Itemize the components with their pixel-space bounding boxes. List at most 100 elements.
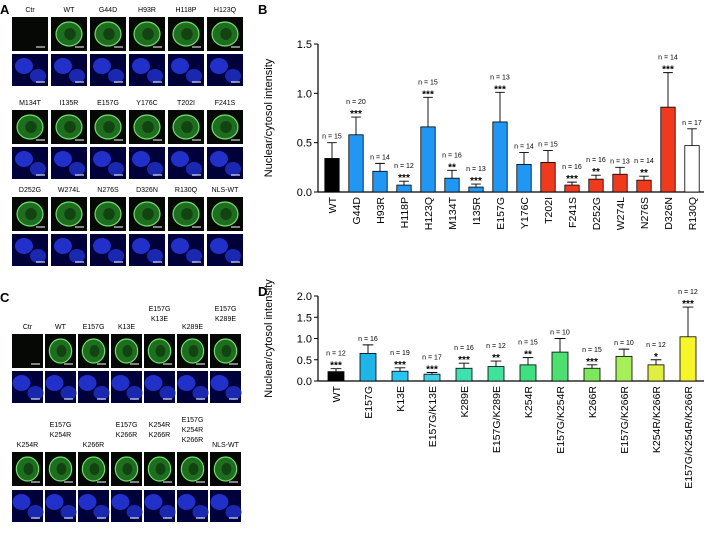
x-tick-label: G44D <box>351 197 363 225</box>
significance: *** <box>398 173 410 184</box>
bar <box>391 370 409 382</box>
x-tick-label: E157G <box>363 386 375 419</box>
image-label: D252G <box>19 187 41 194</box>
nucleus-shadow <box>103 121 115 133</box>
y-tick-label: 2.0 <box>297 291 312 303</box>
nucleus <box>111 494 130 510</box>
image-label: K289E <box>182 324 203 331</box>
n-label: n = 15 <box>322 134 342 141</box>
error-bar <box>586 364 598 369</box>
image-label: K13E <box>118 324 135 331</box>
image-label: H93R <box>138 7 156 14</box>
x-tick-label: K13E <box>395 386 407 412</box>
nucleus <box>93 505 110 519</box>
x-tick-label: W274L <box>615 197 627 230</box>
panel-letter: D <box>258 284 267 299</box>
nucleus-shadow <box>56 345 67 357</box>
x-tick-label: Y176C <box>519 197 531 230</box>
x-tick-label: E157G <box>495 197 507 230</box>
image-label: H123Q <box>214 7 237 14</box>
x-tick-label: H123Q <box>423 197 435 230</box>
nucleus <box>159 386 176 400</box>
n-label: n = 10 <box>614 340 634 347</box>
significance: *** <box>566 174 578 185</box>
nucleus <box>93 58 111 74</box>
nucleus <box>186 162 202 176</box>
bar <box>372 170 388 193</box>
bar <box>420 126 436 193</box>
image-label: W274L <box>58 187 80 194</box>
nucleus <box>93 151 111 167</box>
n-label: n = 15 <box>418 79 438 86</box>
nucleus <box>27 386 44 400</box>
nucleus <box>132 238 150 254</box>
nucleus <box>225 505 242 519</box>
nucleus <box>15 151 33 167</box>
gfp-image <box>12 17 48 51</box>
nucleus <box>45 494 64 510</box>
gfp-image <box>12 334 43 368</box>
bar <box>444 177 460 193</box>
nucleus <box>132 151 150 167</box>
error-bar <box>394 367 406 372</box>
image-label: D326N <box>136 187 158 194</box>
nucleus <box>210 151 228 167</box>
error-bar <box>330 368 342 372</box>
bar <box>468 186 484 193</box>
error-bar <box>362 344 374 354</box>
error-bar <box>495 91 505 122</box>
y-tick-label: 0.5 <box>297 138 312 150</box>
significance: *** <box>682 299 694 310</box>
image-label: K254R <box>182 427 203 434</box>
y-tick-label: 1.0 <box>297 88 312 100</box>
x-tick-label: D326N <box>663 197 675 230</box>
x-tick-label: K266R <box>587 386 599 419</box>
significance: *** <box>422 89 434 100</box>
bar <box>551 351 569 382</box>
error-bar <box>650 359 662 365</box>
nucleus-shadow <box>181 208 193 220</box>
bar <box>636 179 652 193</box>
nucleus <box>30 162 46 176</box>
n-label: n = 14 <box>370 154 390 161</box>
nucleus <box>69 69 85 83</box>
nucleus <box>93 386 110 400</box>
nucleus-shadow <box>89 345 100 357</box>
nucleus-shadow <box>142 28 154 40</box>
nucleus-shadow <box>64 121 76 133</box>
bar <box>540 161 556 193</box>
nucleus <box>132 58 150 74</box>
image-label: WT <box>55 324 67 331</box>
image-label: NLS-WT <box>212 187 240 194</box>
nucleus <box>69 162 85 176</box>
error-bar <box>327 142 337 159</box>
x-tick-label: WT <box>331 385 343 402</box>
error-bar <box>591 174 601 180</box>
bar <box>455 367 473 382</box>
image-label: Y176C <box>136 100 157 107</box>
nucleus-shadow <box>103 28 115 40</box>
nucleus <box>171 58 189 74</box>
image-label: H118P <box>176 7 197 14</box>
nucleus <box>126 505 143 519</box>
n-label: n = 12 <box>646 342 666 349</box>
nucleus <box>147 249 163 263</box>
n-label: n = 15 <box>582 347 602 354</box>
significance: *** <box>394 360 406 371</box>
bar <box>396 184 412 193</box>
image-label: E157G <box>116 422 138 429</box>
nucleus <box>108 69 124 83</box>
nucleus <box>186 249 202 263</box>
bar <box>348 134 364 193</box>
nucleus <box>30 249 46 263</box>
bar <box>327 371 345 382</box>
nucleus <box>60 505 77 519</box>
nucleus <box>12 494 31 510</box>
panel-letter: C <box>0 290 10 305</box>
image-label: N276S <box>97 187 119 194</box>
significance: * <box>654 352 658 363</box>
nucleus <box>69 249 85 263</box>
nucleus-shadow <box>23 463 34 475</box>
bar <box>564 184 580 193</box>
nucleus-shadow <box>64 208 76 220</box>
